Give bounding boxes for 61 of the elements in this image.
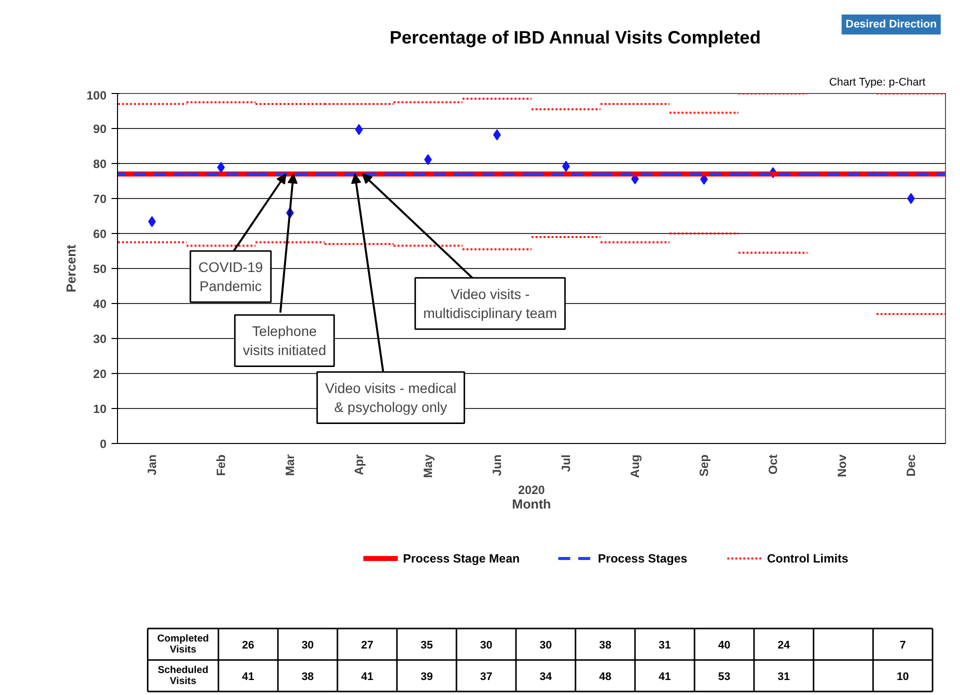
text: 40 (718, 639, 730, 652)
y-tick-label: 40 (93, 297, 107, 311)
legend-label: Control Limits (766, 552, 849, 566)
text: 10 (896, 670, 909, 683)
text: 38 (599, 639, 612, 652)
text: Chart Type: p-Chart (829, 76, 926, 88)
x-tick-label: Apr (352, 454, 366, 476)
legend-label: Process Stages (598, 552, 688, 566)
x-tick-label: Feb (214, 454, 228, 476)
x-tick-label: Jun (490, 454, 504, 476)
text: 41 (242, 670, 254, 683)
text: 27 (361, 639, 374, 652)
text: 39 (420, 670, 433, 683)
annotation: Video visits - multidisciplinary team (423, 286, 558, 322)
annotation: Video visits - medical & psychology only (325, 380, 456, 416)
annotation: COVID-19 Pandemic (198, 258, 264, 294)
text: 41 (361, 670, 374, 683)
text: Completed Visits (157, 633, 209, 656)
text: 53 (718, 670, 730, 683)
text: 48 (599, 670, 612, 683)
text: 30 (302, 639, 314, 652)
x-tick-label: Oct (766, 454, 780, 475)
text: 26 (242, 639, 254, 652)
y-tick-label: 30 (93, 332, 107, 346)
y-tick-label: 100 (86, 88, 107, 102)
x-tick-label: Sep (697, 454, 711, 477)
text: 41 (658, 670, 671, 683)
y-tick-label: 80 (93, 157, 107, 171)
x-axis-title: Month (512, 496, 552, 512)
x-tick-label: Aug (628, 454, 642, 478)
text: 7 (900, 639, 906, 652)
point (907, 193, 915, 204)
y-tick-label: 70 (93, 192, 107, 206)
y-tick-label: 10 (93, 402, 107, 416)
text: 30 (540, 639, 552, 652)
y-tick-label: 90 (93, 122, 107, 136)
y-axis-title: Percent (63, 244, 78, 292)
text: 24 (778, 639, 791, 652)
chart-title: Percentage of IBD Annual Visits Completed (390, 28, 761, 48)
x-tick-label: Mar (283, 454, 297, 476)
text: 35 (420, 639, 433, 652)
x-tick-label: Jul (559, 454, 573, 472)
text: 2020 (518, 482, 546, 497)
x-tick-label: Jan (145, 454, 159, 476)
annotation: Telephone visits initiated (242, 323, 326, 358)
text: 38 (302, 670, 314, 683)
text: 34 (540, 670, 553, 683)
y-tick-label: 0 (100, 437, 107, 451)
text: Scheduled Visits (158, 664, 208, 687)
y-tick-label: 20 (93, 367, 107, 381)
text: 30 (480, 639, 492, 652)
y-tick-label: 60 (93, 227, 107, 241)
legend-label: Process Stage Mean (402, 552, 520, 566)
x-tick-label: Dec (904, 454, 918, 477)
y-tick-label: 50 (93, 262, 107, 276)
text: Desired Direction (846, 18, 937, 30)
x-tick-label: May (421, 454, 435, 478)
x-tick-label: Nov (835, 454, 849, 478)
text: 37 (480, 670, 492, 683)
text: 31 (778, 670, 790, 683)
text: 31 (658, 639, 671, 652)
